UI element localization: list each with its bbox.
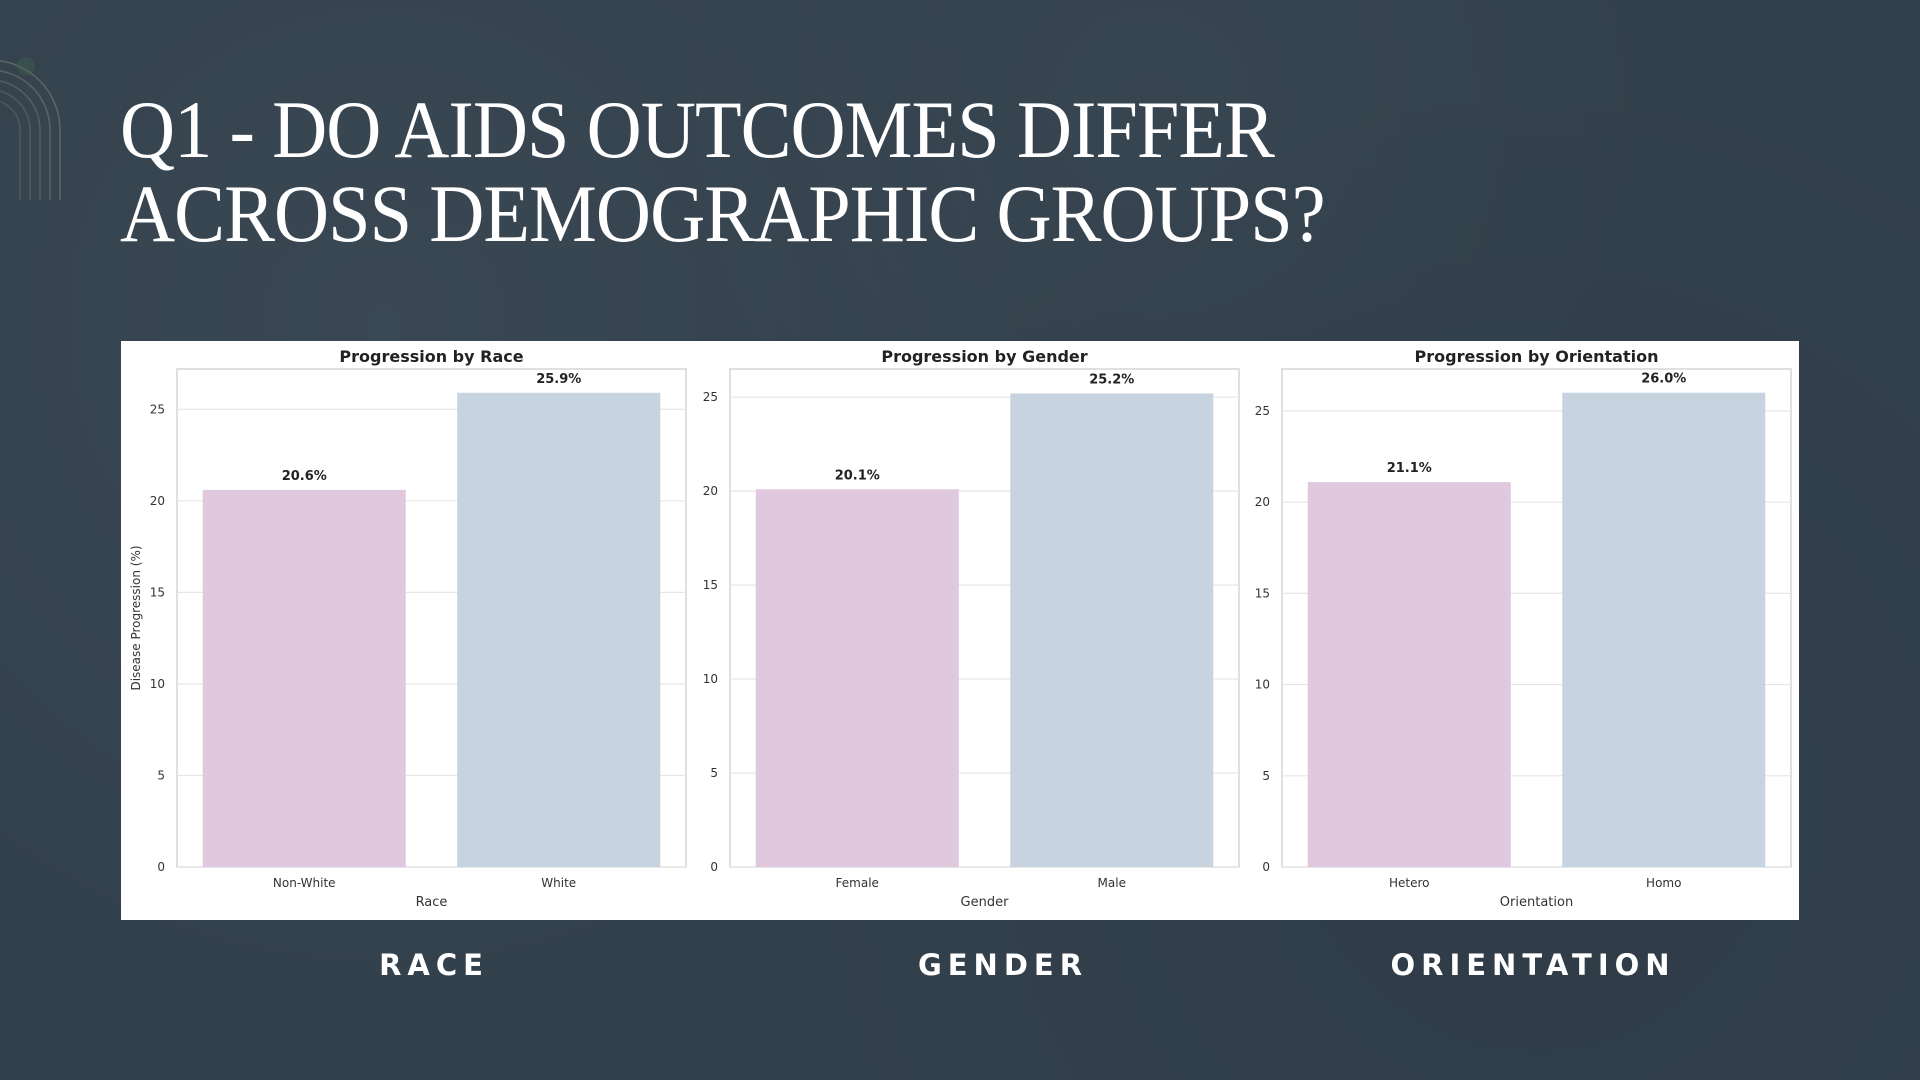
x-axis-label: Gender — [961, 895, 1010, 910]
x-axis-label: Orientation — [1500, 895, 1573, 910]
y-tick-label: 0 — [710, 860, 718, 874]
slide-title-line-1: Q1 - DO AIDS OUTCOMES DIFFER — [120, 84, 1275, 175]
y-tick-label: 20 — [150, 494, 165, 508]
y-tick-label: 15 — [703, 578, 718, 592]
y-tick-label: 15 — [150, 585, 165, 599]
y-axis-label: Disease Progression (%) — [129, 545, 143, 690]
caption-gender: GENDER — [917, 948, 1089, 982]
y-tick-label: 15 — [1255, 586, 1270, 600]
y-tick-label: 5 — [1262, 769, 1270, 783]
slide-title-line-2: ACROSS DEMOGRAPHIC GROUPS? — [120, 168, 1326, 259]
chart-panel: 0 5 10 15 20 25 20.6% Non-White 25.9% White Progre… — [121, 341, 1799, 920]
x-axis-label: Race — [416, 895, 448, 910]
data-label: 21.1% — [1387, 461, 1432, 476]
data-label: 25.9% — [536, 372, 581, 387]
y-tick-label: 10 — [703, 672, 718, 686]
data-label: 20.1% — [835, 468, 880, 483]
caption-orientation: ORIENTATION — [1390, 948, 1676, 982]
y-tick-label: 25 — [703, 390, 718, 404]
chart-1: 0 5 10 15 20 25 20.6% Non-White 25.9% White Progre… — [129, 347, 687, 910]
y-tick-label: 10 — [1255, 678, 1270, 692]
chart-title: Progression by Race — [339, 347, 523, 366]
x-tick-label: Male — [1098, 876, 1126, 890]
y-tick-label: 5 — [710, 766, 718, 780]
x-tick-label: White — [541, 876, 576, 890]
data-label: 20.6% — [282, 469, 327, 484]
data-label: 26.0% — [1641, 372, 1686, 387]
chart-title: Progression by Gender — [881, 347, 1087, 366]
caption-race: RACE — [379, 948, 489, 982]
bar-homo — [1562, 392, 1766, 867]
chart-3: 0 5 10 15 20 25 21.1% Hetero 26.0% Homo Progressio… — [1255, 347, 1792, 910]
data-label: 25.2% — [1089, 372, 1134, 387]
y-tick-label: 25 — [1255, 404, 1270, 418]
y-tick-label: 25 — [150, 402, 165, 416]
bar-female — [755, 489, 959, 867]
y-tick-label: 10 — [150, 677, 165, 691]
y-tick-label: 20 — [1255, 495, 1270, 509]
bar-white — [457, 392, 661, 867]
decorative-arcs — [0, 57, 61, 200]
y-tick-label: 0 — [1262, 860, 1270, 874]
x-tick-label: Homo — [1646, 876, 1681, 890]
x-tick-label: Female — [836, 876, 879, 890]
bar-non-white — [202, 489, 406, 867]
y-tick-label: 5 — [157, 768, 165, 782]
bar-hetero — [1307, 482, 1511, 867]
y-tick-label: 20 — [703, 484, 718, 498]
slide-title: Q1 - DO AIDS OUTCOMES DIFFER ACROSS DEMO… — [120, 84, 1326, 259]
charts-figure: 0 5 10 15 20 25 20.6% Non-White 25.9% White Progre… — [129, 347, 1792, 910]
x-tick-label: Non-White — [273, 876, 336, 890]
bar-male — [1010, 393, 1214, 867]
y-tick-label: 0 — [157, 860, 165, 874]
chart-2: 0 5 10 15 20 25 20.1% Female 25.2% Male Progressio… — [703, 347, 1240, 910]
chart-title: Progression by Orientation — [1415, 347, 1659, 366]
x-tick-label: Hetero — [1389, 876, 1430, 890]
